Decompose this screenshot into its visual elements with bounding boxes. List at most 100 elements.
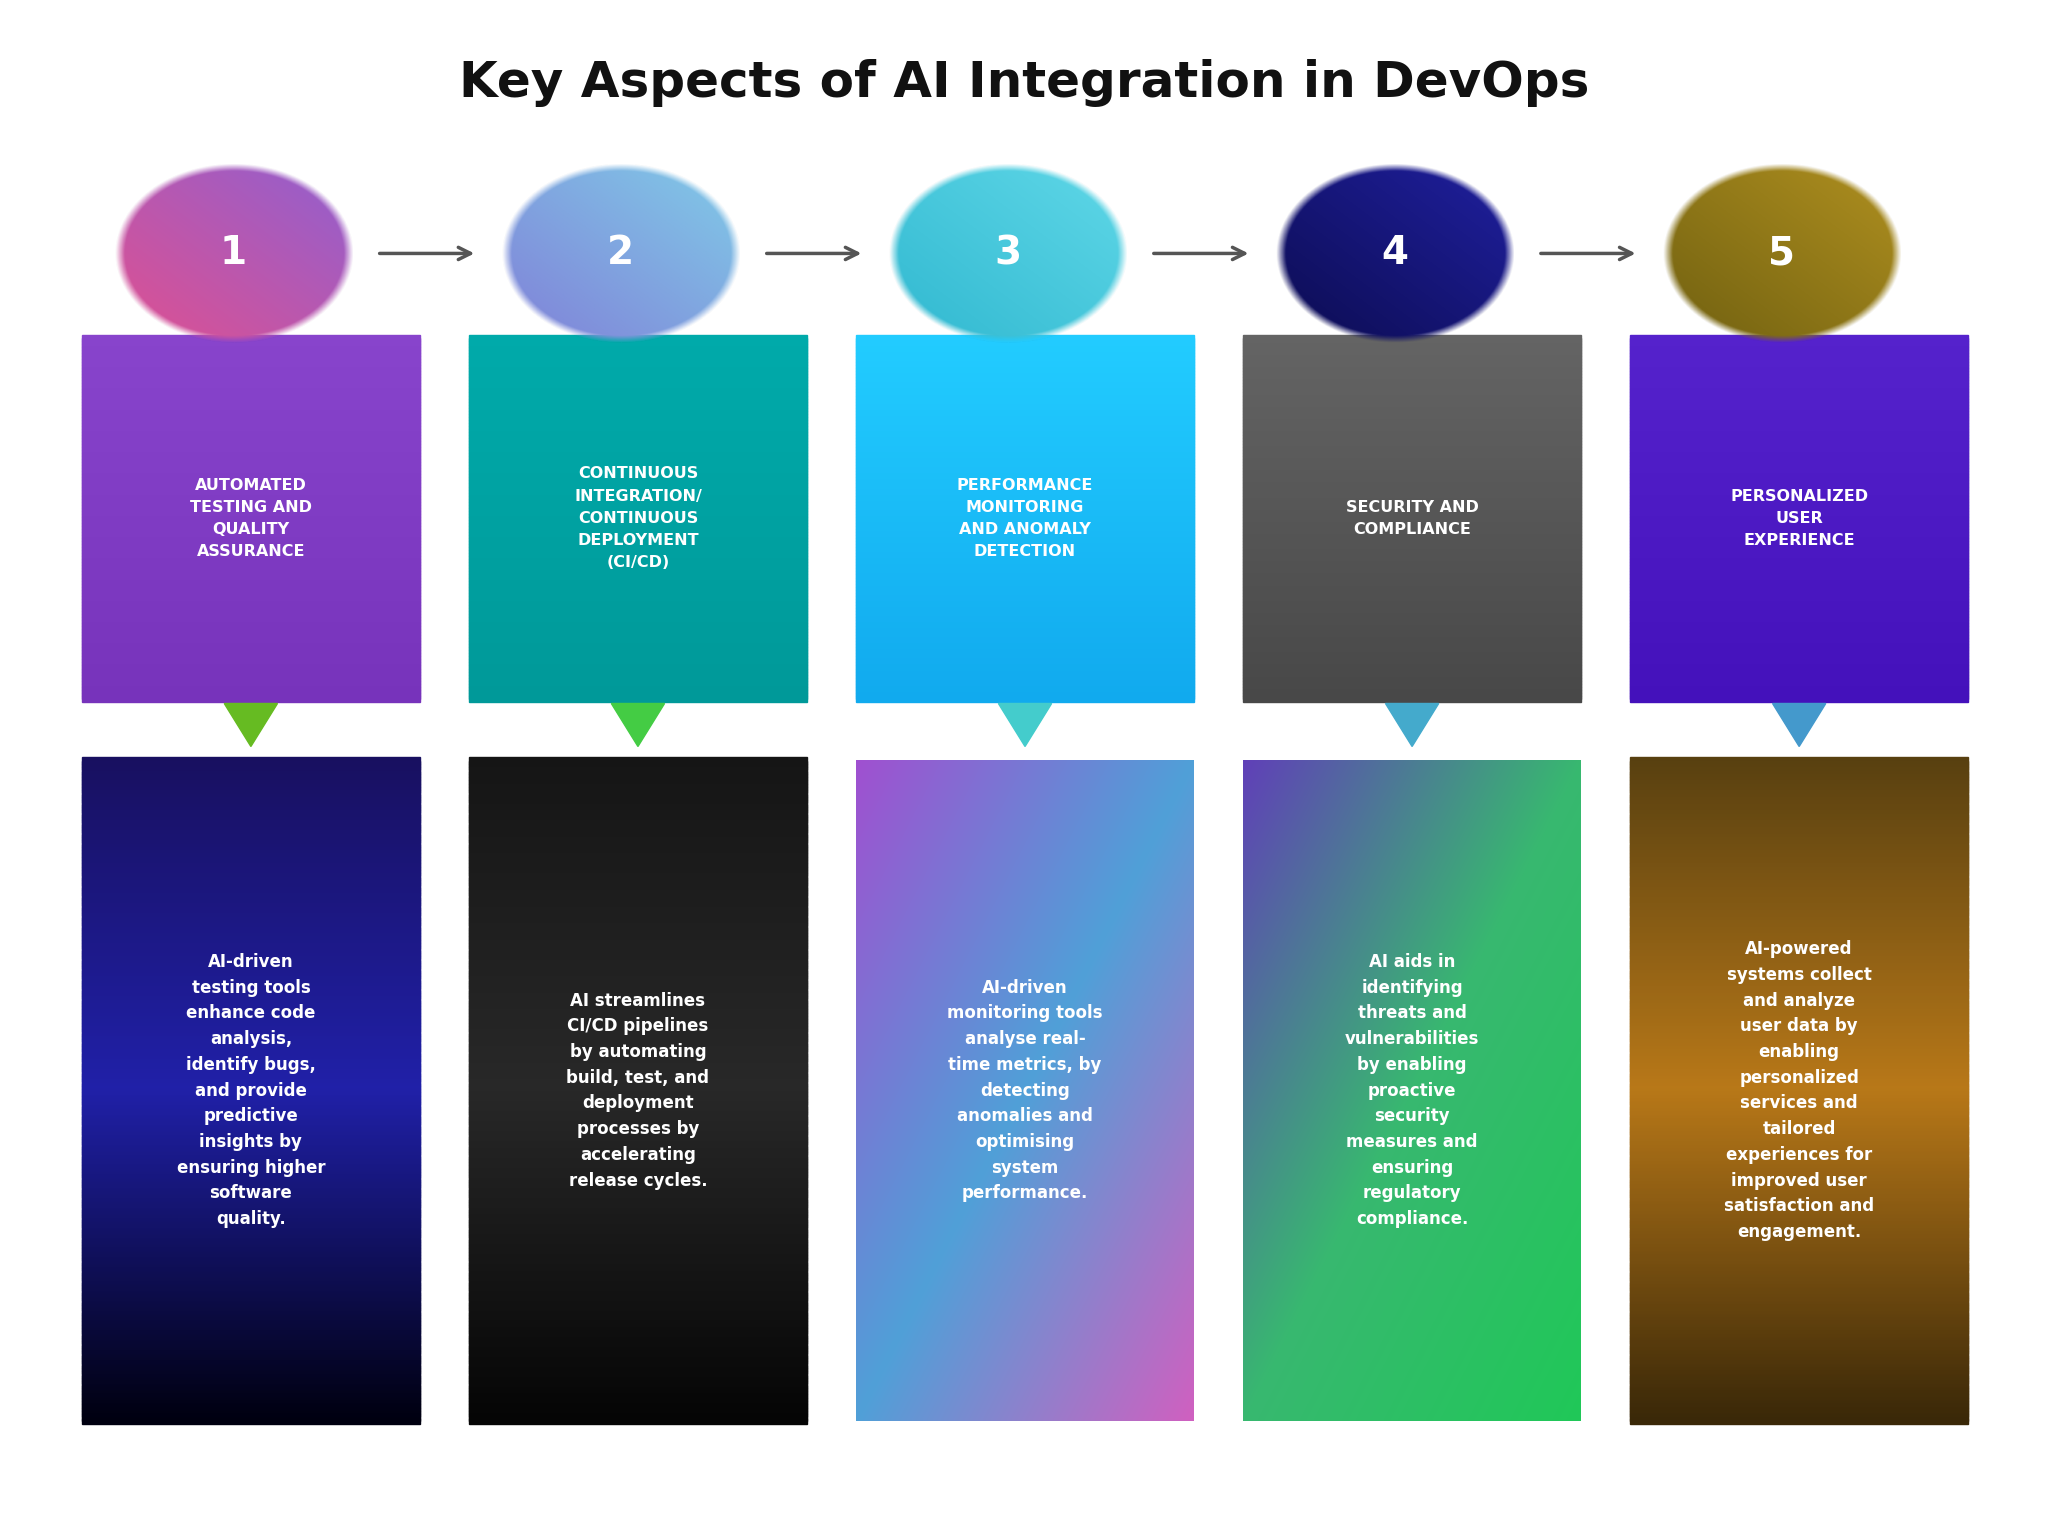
Text: AI aids in
identifying
threats and
vulnerabilities
by enabling
proactive
securit: AI aids in identifying threats and vulne… xyxy=(1346,952,1479,1229)
Bar xyxy=(82,659,420,665)
Bar xyxy=(1630,410,1968,416)
Bar xyxy=(469,831,807,837)
Bar xyxy=(82,487,420,493)
Bar xyxy=(469,806,807,814)
Bar xyxy=(82,508,420,515)
Text: SECURITY AND
COMPLIANCE: SECURITY AND COMPLIANCE xyxy=(1346,499,1479,538)
Bar xyxy=(1243,671,1581,677)
Bar xyxy=(82,817,420,823)
Bar xyxy=(1630,917,1968,923)
Bar xyxy=(1630,1029,1968,1035)
Bar xyxy=(82,1412,420,1418)
Bar xyxy=(1630,347,1968,353)
Bar xyxy=(469,854,807,860)
Bar xyxy=(856,568,1194,574)
Bar xyxy=(1630,680,1968,687)
Bar xyxy=(82,1089,420,1095)
Bar xyxy=(82,1418,420,1424)
Bar xyxy=(82,1106,420,1112)
Bar xyxy=(469,1132,807,1138)
Bar xyxy=(82,972,420,980)
Bar xyxy=(1243,674,1581,680)
Bar xyxy=(1243,472,1581,478)
Bar xyxy=(469,1092,807,1098)
Bar xyxy=(469,656,807,662)
Bar xyxy=(82,1100,420,1106)
Bar xyxy=(856,468,1194,475)
Bar xyxy=(469,596,807,602)
Bar xyxy=(82,407,420,413)
Bar xyxy=(1630,1017,1968,1023)
Bar xyxy=(1243,413,1581,419)
Bar xyxy=(82,1212,420,1218)
Bar xyxy=(1243,432,1581,438)
Bar xyxy=(1630,1315,1968,1321)
Bar xyxy=(82,1163,420,1169)
Bar xyxy=(1630,1289,1968,1295)
Bar xyxy=(82,966,420,972)
Bar xyxy=(1630,1109,1968,1115)
Bar xyxy=(82,398,420,404)
Bar xyxy=(82,375,420,381)
Bar xyxy=(82,814,420,820)
Bar xyxy=(469,1029,807,1035)
Bar xyxy=(82,766,420,774)
Bar xyxy=(469,401,807,407)
Bar xyxy=(1630,977,1968,983)
Bar xyxy=(1630,384,1968,390)
Bar xyxy=(469,1075,807,1083)
Bar xyxy=(1243,641,1581,647)
Bar xyxy=(1630,1378,1968,1384)
Bar xyxy=(82,553,420,559)
Bar xyxy=(469,393,807,398)
Bar xyxy=(82,608,420,614)
Bar xyxy=(1243,587,1581,593)
Bar xyxy=(469,969,807,975)
Bar xyxy=(469,668,807,674)
Bar xyxy=(82,1309,420,1315)
Bar xyxy=(856,481,1194,487)
Bar xyxy=(1630,693,1968,699)
Bar xyxy=(469,1301,807,1309)
Bar xyxy=(856,341,1194,347)
Bar xyxy=(1630,671,1968,677)
Bar xyxy=(82,906,420,912)
Bar xyxy=(1630,1349,1968,1355)
Bar xyxy=(1630,484,1968,490)
Bar xyxy=(82,419,420,425)
Bar xyxy=(469,347,807,353)
Bar xyxy=(469,843,807,849)
Bar xyxy=(1630,487,1968,493)
Bar xyxy=(1243,416,1581,422)
Bar xyxy=(1630,429,1968,435)
Bar xyxy=(82,1152,420,1158)
Bar xyxy=(82,1069,420,1075)
Bar xyxy=(856,662,1194,668)
Bar xyxy=(1630,644,1968,650)
Bar xyxy=(1630,1126,1968,1132)
Bar xyxy=(856,605,1194,611)
Bar xyxy=(1630,817,1968,823)
Bar xyxy=(1630,900,1968,906)
Bar xyxy=(469,465,807,472)
Bar xyxy=(469,897,807,903)
Bar xyxy=(1243,677,1581,684)
Bar xyxy=(82,909,420,917)
Bar xyxy=(856,422,1194,429)
Bar xyxy=(1630,903,1968,909)
Bar xyxy=(469,1298,807,1304)
Bar xyxy=(1243,599,1581,605)
Bar xyxy=(469,983,807,989)
Bar xyxy=(1243,481,1581,487)
Bar xyxy=(1630,1000,1968,1006)
Bar xyxy=(856,502,1194,508)
Bar xyxy=(469,1312,807,1318)
Bar xyxy=(469,863,807,869)
Bar xyxy=(469,1178,807,1186)
Bar xyxy=(469,1103,807,1109)
Bar xyxy=(1630,478,1968,484)
Bar xyxy=(1630,565,1968,571)
Bar xyxy=(1630,963,1968,969)
Bar xyxy=(82,1178,420,1186)
Bar xyxy=(1630,438,1968,444)
